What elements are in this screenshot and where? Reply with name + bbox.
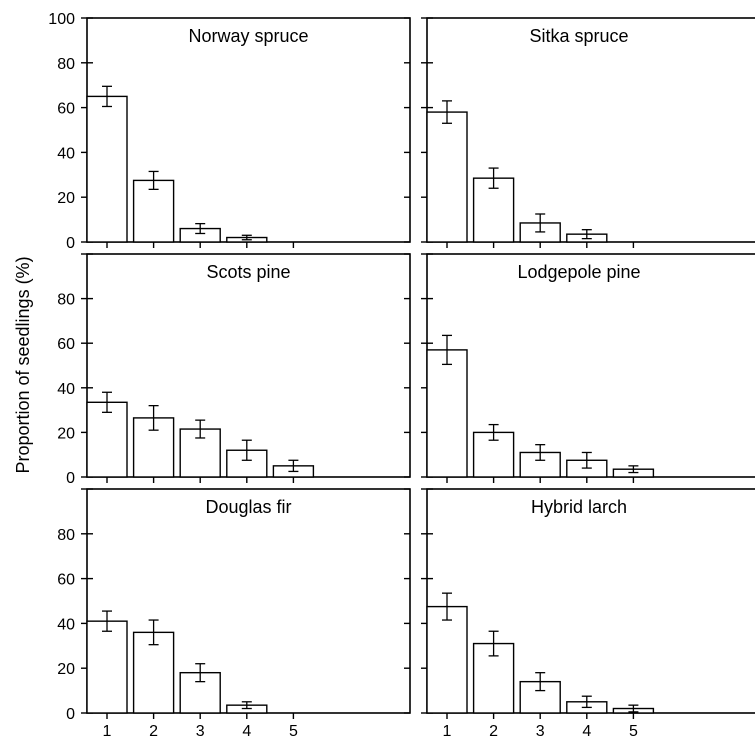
x-tick-label: 4 — [242, 723, 251, 738]
bar-2 — [132, 631, 175, 714]
panel-4: Lodgepole pine — [421, 253, 755, 483]
bar-1 — [426, 349, 468, 478]
x-tick-label: 2 — [489, 723, 498, 738]
panel-1: Norway spruce 0 20 40 60 80 100 — [48, 11, 411, 252]
panel-title: Scots pine — [206, 262, 290, 282]
panel-5: Douglas fir 0 20 40 60 80 1 2 3 4 5 — [57, 488, 411, 740]
panel-title: Lodgepole pine — [517, 262, 640, 282]
y-tick-label: 80 — [57, 292, 75, 309]
x-tick-label: 3 — [196, 723, 205, 738]
panel-title: Hybrid larch — [531, 497, 627, 517]
x-tick-label: 1 — [103, 723, 112, 738]
y-tick-label: 80 — [57, 527, 75, 544]
panel-2: Sitka spruce — [421, 17, 755, 248]
x-tick-label: 3 — [536, 723, 545, 738]
y-tick-label: 100 — [48, 11, 75, 28]
bar-2 — [132, 179, 175, 243]
y-tick-label: 60 — [57, 101, 75, 118]
y-tick-label: 60 — [57, 336, 75, 353]
x-tick-label: 1 — [443, 723, 452, 738]
y-tick-label: 40 — [57, 145, 75, 162]
y-tick-label: 80 — [57, 56, 75, 73]
panel-3: Scots pine 0 20 40 60 80 — [57, 253, 411, 487]
panel-title: Sitka spruce — [529, 26, 628, 46]
y-tick-label: 20 — [57, 661, 75, 678]
bar-1 — [86, 401, 128, 478]
panel-title: Douglas fir — [205, 497, 291, 517]
panel-title: Norway spruce — [188, 26, 308, 46]
x-tick-label: 5 — [289, 723, 298, 738]
x-tick-label: 2 — [149, 723, 158, 738]
bar-1 — [86, 620, 128, 714]
y-tick-label: 40 — [57, 381, 75, 398]
bar-1 — [426, 111, 468, 243]
y-tick-label: 0 — [66, 470, 75, 487]
y-tick-label: 40 — [57, 616, 75, 633]
panel-6: Hybrid larch 1 2 3 4 5 — [421, 488, 755, 740]
x-tick-label: 4 — [582, 723, 591, 738]
bar-1 — [86, 95, 128, 243]
y-tick-label: 20 — [57, 190, 75, 207]
y-tick-label: 20 — [57, 425, 75, 442]
y-tick-label: 60 — [57, 572, 75, 589]
bar-1 — [426, 605, 468, 714]
x-tick-label: 5 — [629, 723, 638, 738]
y-tick-label: 0 — [66, 706, 75, 723]
y-tick-label: 0 — [66, 235, 75, 252]
y-axis-label: Proportion of seedlings (%) — [13, 256, 33, 473]
